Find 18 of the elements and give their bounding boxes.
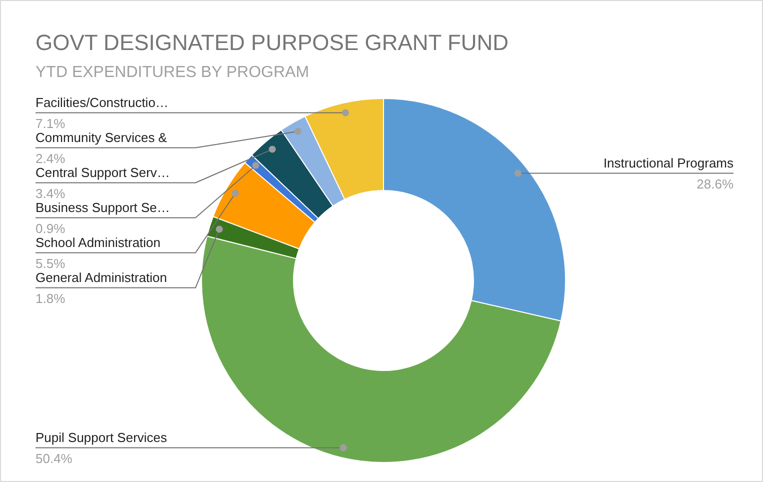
- data-label: 50.4%: [36, 450, 73, 466]
- slice-label: Community Services &: [36, 130, 168, 145]
- slice-label: General Administration: [36, 270, 168, 285]
- chart-subtitle: YTD EXPENDITURES BY PROGRAM: [36, 64, 310, 81]
- data-label: 3.4%: [36, 186, 66, 201]
- slice-label: School Administration: [36, 234, 161, 250]
- slice-label: Pupil Support Services: [36, 430, 168, 445]
- data-label: 7.1%: [36, 116, 66, 131]
- slice-label: Central Support Serv…: [36, 164, 170, 180]
- data-label: 5.5%: [36, 256, 66, 271]
- slice-label: Instructional Programs: [603, 155, 734, 170]
- data-label: 2.4%: [36, 150, 66, 166]
- slice-label: Facilities/Constructio…: [36, 94, 168, 110]
- data-label: 1.8%: [36, 290, 66, 306]
- data-label: 28.6%: [696, 176, 734, 192]
- data-label: 0.9%: [36, 220, 66, 236]
- chart-title: GOVT DESIGNATED PURPOSE GRANT FUND: [36, 30, 509, 55]
- slice-label: Business Support Se…: [36, 200, 170, 215]
